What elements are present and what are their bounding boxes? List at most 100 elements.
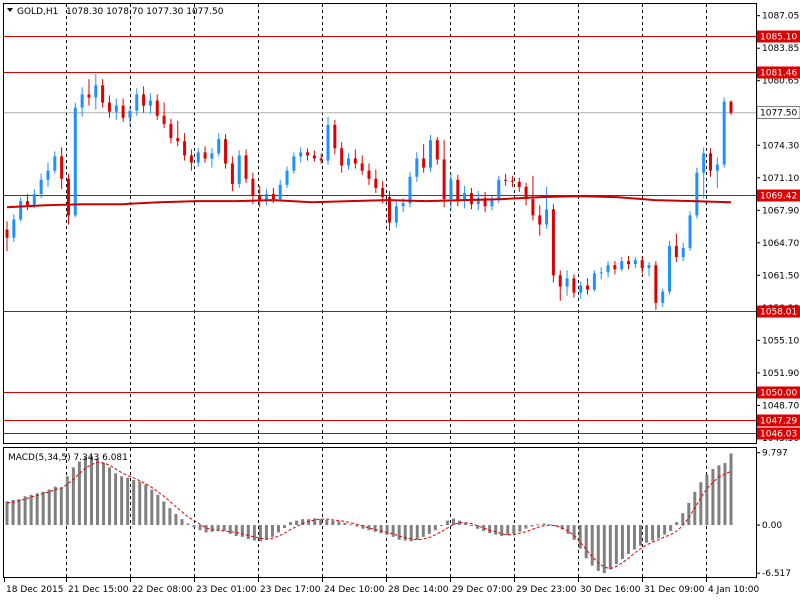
macd-bar bbox=[17, 499, 21, 526]
macd-bar bbox=[584, 525, 588, 559]
macd-bar bbox=[216, 525, 220, 531]
macd-bar bbox=[632, 525, 636, 550]
macd-bar bbox=[132, 480, 136, 526]
macd-bar bbox=[41, 491, 45, 526]
macd-bar bbox=[596, 525, 600, 571]
candle-body bbox=[709, 153, 713, 171]
candle-body bbox=[586, 285, 590, 290]
candle-body bbox=[196, 152, 200, 163]
candle-body bbox=[292, 156, 296, 171]
macd-tick-label: -6.517 bbox=[762, 569, 791, 579]
candle-body bbox=[654, 265, 658, 303]
candle-body bbox=[490, 200, 494, 207]
level-tag-label: 1085.10 bbox=[760, 33, 797, 43]
macd-bar bbox=[47, 489, 51, 526]
macd-bar bbox=[512, 525, 516, 534]
level-tag bbox=[757, 189, 800, 202]
macd-bar bbox=[711, 468, 715, 526]
macd-bar bbox=[83, 457, 87, 526]
candle-body bbox=[497, 179, 501, 201]
macd-bar bbox=[258, 525, 262, 542]
macd-tick-label: 0.00 bbox=[762, 521, 782, 531]
candle-body bbox=[627, 261, 631, 265]
macd-bar bbox=[295, 520, 299, 526]
macd-bar bbox=[5, 501, 9, 526]
candle-body bbox=[80, 94, 84, 108]
macd-bar bbox=[246, 525, 250, 540]
macd-bar bbox=[572, 525, 576, 540]
macd-bar bbox=[126, 477, 130, 526]
time-tick-label: 30 Dec 16:00 bbox=[580, 585, 641, 595]
candle-body bbox=[32, 194, 36, 206]
macd-bar bbox=[96, 458, 99, 526]
macd-bar bbox=[373, 525, 377, 532]
macd-bar bbox=[385, 525, 389, 535]
candle-body bbox=[12, 219, 16, 238]
macd-bar bbox=[349, 524, 353, 526]
macd-bar bbox=[548, 524, 552, 526]
macd-bar bbox=[705, 474, 709, 526]
dropdown-triangle-icon[interactable] bbox=[7, 8, 13, 12]
macd-bar bbox=[59, 487, 63, 526]
price-tick-label: 1064.70 bbox=[762, 239, 799, 249]
macd-bar bbox=[494, 525, 498, 535]
macd-bar bbox=[458, 520, 461, 526]
macd-bar bbox=[114, 473, 118, 526]
macd-bar bbox=[307, 519, 311, 526]
macd-bar bbox=[35, 493, 39, 526]
macd-bar bbox=[29, 494, 33, 526]
candle-body bbox=[66, 178, 70, 216]
candle-body bbox=[722, 101, 726, 165]
macd-bar bbox=[337, 521, 341, 526]
macd-bar bbox=[355, 525, 359, 527]
macd-axis: 9.797 0.00 -6.517 bbox=[756, 449, 791, 579]
level-tag-label: 1069.42 bbox=[760, 192, 797, 202]
candle-body bbox=[217, 139, 221, 154]
macd-bar bbox=[379, 525, 383, 534]
macd-bar bbox=[252, 525, 256, 541]
macd-bar bbox=[445, 520, 449, 526]
candle-body bbox=[606, 265, 610, 273]
macd-bar bbox=[228, 525, 232, 534]
candle-body bbox=[306, 152, 310, 156]
vertical-grid bbox=[66, 4, 707, 577]
macd-bar bbox=[138, 481, 142, 526]
macd-bar bbox=[343, 522, 347, 526]
macd-bar bbox=[301, 519, 305, 526]
macd-bar bbox=[439, 525, 443, 527]
price-tick-label: 1087.05 bbox=[762, 12, 799, 22]
horizontal-levels bbox=[4, 36, 756, 434]
macd-bar bbox=[675, 522, 679, 526]
macd-bar bbox=[524, 525, 528, 529]
macd-bar bbox=[518, 525, 522, 532]
time-tick-label: 31 Dec 09:00 bbox=[644, 585, 705, 595]
macd-bar bbox=[198, 525, 202, 531]
ohlc-values: 1078.30 1078.70 1077.30 1077.50 bbox=[66, 7, 224, 17]
macd-bar bbox=[23, 496, 27, 526]
candle-body bbox=[203, 152, 207, 159]
macd-bar bbox=[222, 525, 226, 531]
candle-body bbox=[524, 186, 528, 200]
macd-bar bbox=[729, 453, 733, 526]
level-tag-label: 1058.01 bbox=[760, 308, 797, 318]
macd-bar bbox=[451, 518, 455, 526]
time-tick-label: 23 Dec 01:00 bbox=[196, 585, 257, 595]
candle-body bbox=[688, 215, 692, 248]
macd-bar bbox=[542, 523, 546, 526]
price-tick-label: 1080.65 bbox=[762, 77, 799, 87]
macd-bar bbox=[361, 525, 365, 529]
macd-bar bbox=[602, 525, 606, 574]
candle-body bbox=[449, 179, 453, 200]
macd-histogram bbox=[5, 453, 733, 574]
macd-bar bbox=[264, 525, 268, 540]
candle-body bbox=[347, 158, 351, 166]
macd-bar bbox=[120, 476, 124, 526]
candle-body bbox=[408, 176, 412, 204]
macd-bar bbox=[657, 525, 661, 539]
time-tick-label: 23 Dec 17:00 bbox=[260, 585, 321, 595]
candle-body bbox=[360, 163, 364, 171]
candle-body bbox=[60, 156, 64, 179]
candle-body bbox=[265, 194, 269, 201]
time-tick-label: 4 Jan 10:00 bbox=[708, 585, 760, 595]
